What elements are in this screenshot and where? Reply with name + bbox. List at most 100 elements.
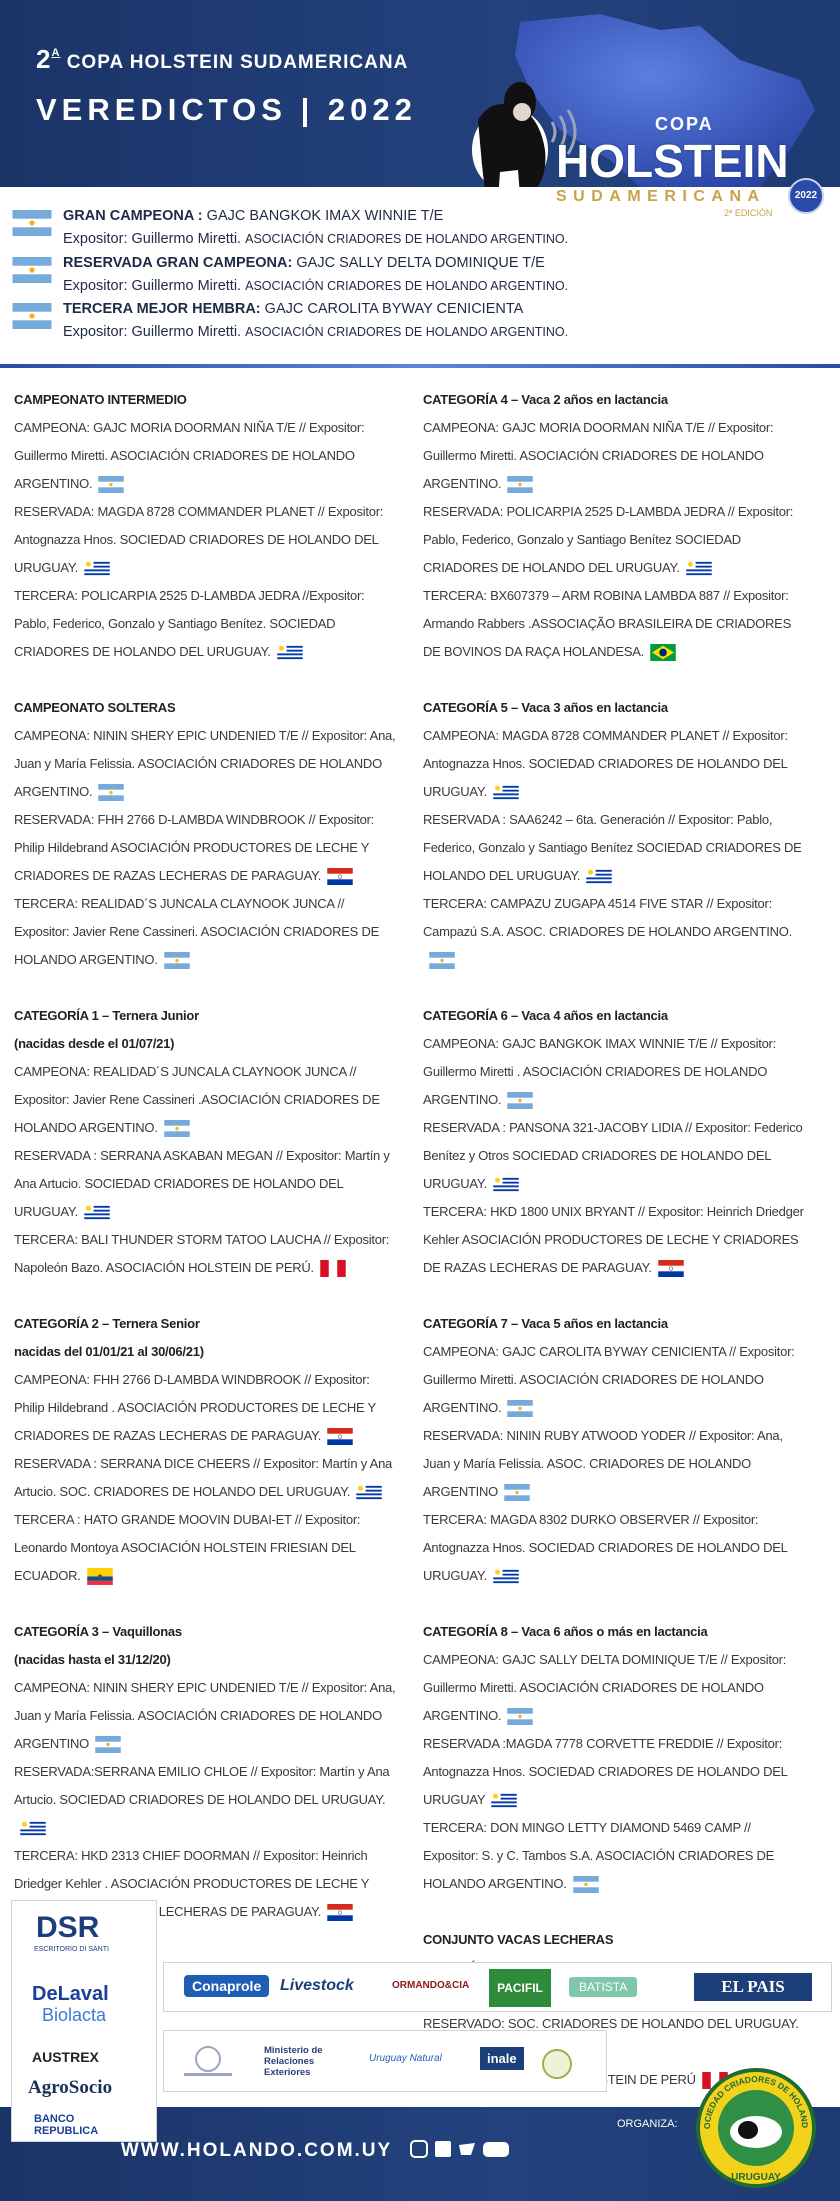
logo-agrosocio: AgroSocio [28,2077,113,2098]
org-country: URUGUAY [731,2172,781,2183]
entry: CAMPEONA: NININ SHERY EPIC UNDENIED T/E … [14,722,399,806]
flag-part [12,256,52,266]
flag-part [518,1714,523,1719]
flag-part [163,1120,190,1126]
section-title: CATEGORÍA 5 – Vaca 3 años en lactancia [423,700,668,715]
logo-edition: 2ª EDICIÓN [724,208,773,218]
entry: TERCERA : HATO GRANDE MOOVIN DUBAI-ET //… [14,1506,399,1590]
logo-top: COPA [655,114,714,134]
social-icons [410,2140,510,2158]
flag-part [320,1260,329,1278]
flag-part [286,649,303,652]
winner-label: TERCERA MEJOR HEMBRA: [63,301,261,317]
entry: CAMPEONA: GAJC MORIA DOORMAN NIÑA T/E //… [423,414,808,498]
section: CATEGORÍA 2 – Ternera Senior nacidas del … [14,1310,399,1590]
flag-part [500,1797,518,1800]
flag-part [84,1217,110,1220]
flag [98,784,125,802]
flag-part [163,1131,190,1138]
entry: TERCERA: MAGDA 8302 DURKO OBSERVER // Ex… [423,1506,808,1590]
edition-number: 2 [36,44,52,74]
entry-text: RESERVADA: FHH 2766 D-LAMBDA WINDBROOK /… [14,812,375,883]
left-column: CAMPEONATO INTERMEDIO CAMPEONA: GAJC MORI… [14,386,399,1954]
flag-part [358,1485,364,1491]
flag-part [518,1098,523,1103]
website: WWW.HOLANDO.COM.UY [0,2139,640,2162]
entry: RESERVADA: POLICARPIA 2525 D-LAMBDA JEDR… [423,498,808,582]
flag-part [338,874,343,879]
flag-part [278,645,284,651]
entry: CAMPEONA: GAJC MORIA DOORMAN NIÑA T/E //… [14,414,399,498]
entry-text: CAMPEONA: GAJC BANGKOK IMAX WINNIE T/E /… [423,1036,776,1107]
flag-part [21,1821,28,1827]
entry-text: RESERVADA: MAGDA 8728 COMMANDER PLANET /… [14,504,384,575]
flag-part [659,648,667,657]
header: 2A COPA HOLSTEIN SUDAMERICANA VEREDICTOS… [0,0,840,187]
sound-waves [550,109,577,155]
flag-part [695,561,712,564]
flag-part [493,1185,519,1188]
winner-exhibitor: Expositor: Guillermo Miretti. [63,277,242,294]
flag-part [109,790,114,795]
section: CAMPEONATO SOLTERAS CAMPEONA: NININ SHERY… [14,694,399,974]
entry-text: TERCERA : HATO GRANDE MOOVIN DUBAI-ET //… [14,1512,361,1583]
flag-part [12,273,52,283]
entry: CAMPEONA: GAJC BANGKOK IMAX WINNIE T/E /… [423,1030,808,1114]
flag [12,256,52,283]
flag-part [440,958,444,963]
logo-ministerio-rree: Ministerio de Relaciones Exteriores [264,2045,323,2078]
flag-part [429,952,455,958]
divider [0,364,840,368]
entry-text: CAMPEONA: GAJC MORIA DOORMAN NIÑA T/E //… [423,420,774,491]
entry: RESERVADA: FHH 2766 D-LAMBDA WINDBROOK /… [14,806,399,890]
winner-exhibitor: Expositor: Guillermo Miretti. [63,231,242,247]
flag-part [327,879,353,886]
website-text: WWW.HOLANDO.COM.UY [120,2140,392,2161]
flag-part [507,487,534,494]
section: CATEGORÍA 8 – Vaca 6 años o más en lacta… [423,1618,808,1898]
flag-part [12,303,52,312]
winner-exhibitor-line: Expositor: Guillermo Miretti. ASOCIACIÓN… [63,324,568,340]
flag [12,303,52,329]
flag-part [93,561,110,564]
flag-part [515,1490,519,1495]
flag-part [29,220,35,226]
entry: RESERVADA: NININ RUBY ATWOOD YODER // Ex… [423,1422,808,1506]
entry: CAMPEONA: MAGDA 8728 COMMANDER PLANET //… [423,722,808,806]
flag-part [20,1829,46,1832]
entry: RESERVADA: MAGDA 8728 COMMANDER PLANET /… [14,498,399,582]
flag [586,868,613,886]
entry-text: CAMPEONA: GAJC MORIA DOORMAN NIÑA T/E //… [14,420,365,491]
entry: TERCERA: BALI THUNDER STORM TATOO LAUCHA… [14,1226,399,1282]
flag-part [174,958,179,963]
flag-part [338,1910,343,1915]
entry-text: CAMPEONA: REALIDAD´S JUNCALA CLAYNOOK JU… [14,1064,380,1135]
logo-sub: SUDAMERICANA [556,188,766,205]
entry-text: RESERVADA : SERRANA DICE CHEERS // Expos… [14,1456,393,1499]
flag-part [29,1821,46,1824]
winner-label: RESERVADA GRAN CAMPEONA: [63,254,293,271]
icon-instagram [410,2140,429,2158]
flag-part [97,1574,102,1579]
flag-part [276,653,303,656]
entry: RESERVADA : SERRANA ASKABAN MEGAN // Exp… [14,1142,399,1226]
flag-part [429,963,455,970]
right-column: CATEGORÍA 4 – Vaca 2 años en lactancia CA… [423,386,808,2122]
flag-part [365,1489,382,1492]
entry-text: RESERVADO: SOC. CRIADORES DE HOLANDO DEL… [423,2016,799,2031]
flag-part [98,795,125,802]
flag-part [493,1793,499,1799]
winner-name: GAJC SALLY DELTA DOMINIQUE T/E [296,254,545,271]
entry: CAMPEONA: REALIDAD´S JUNCALA CLAYNOOK JU… [14,1058,399,1142]
logo-ormando: ORMANDO&CIA [392,1980,470,1991]
flag-part [327,1904,353,1910]
entry: TERCERA: BX607379 – ARM ROBINA LAMBDA 88… [423,582,808,666]
entry-text: CAMPEONA: NININ SHERY EPIC UNDENIED T/E … [14,728,396,799]
flag [491,1792,518,1810]
header-title-line: 2A COPA HOLSTEIN SUDAMERICANA [36,44,408,75]
flag-part [163,952,190,958]
flag-part [174,1126,179,1131]
flag-part [84,1213,110,1216]
flag-part [493,1577,519,1580]
flag-part [109,482,114,487]
